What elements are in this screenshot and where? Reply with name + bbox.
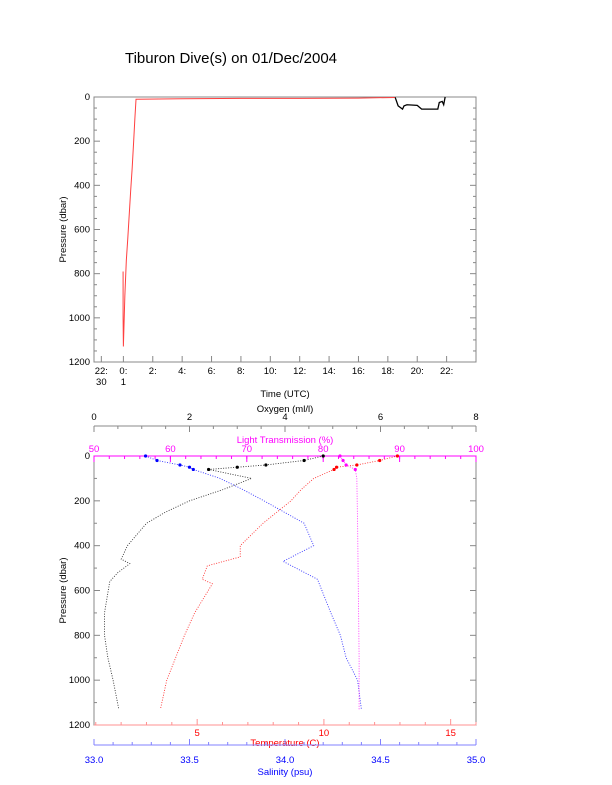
profile-point: [155, 458, 159, 463]
bottom-plot-frame: [93, 455, 477, 726]
series-ascent: [394, 96, 446, 111]
x-tick-label: 6:: [208, 366, 216, 377]
x-tick-label: 4:: [178, 366, 186, 377]
x-tick-label: 16:: [352, 366, 365, 377]
profile-salinity: [145, 455, 362, 710]
top-plot-frame: [93, 96, 477, 363]
profile-oxygen: [104, 455, 324, 710]
oxygen-tick-label: 6: [378, 412, 383, 423]
y-tick-label: 200: [74, 496, 90, 507]
y-tick-label: 0: [85, 92, 90, 103]
salinity-tick-label: 34.5: [371, 755, 390, 766]
salinity-axis-label: Salinity (psu): [258, 767, 313, 778]
salinity-tick-label: 35.0: [467, 755, 486, 766]
oxygen-tick-label: 4: [282, 412, 287, 423]
light-tick-label: 80: [318, 444, 329, 455]
profile-point: [332, 467, 336, 472]
profile-point: [187, 465, 192, 469]
x-tick-label: 18:: [381, 366, 394, 377]
light-axis-label: Light Transmission (%): [237, 435, 334, 446]
salinity-tick-label: 33.0: [85, 755, 104, 766]
profile-point: [191, 467, 195, 472]
x-tick-label: 2:: [149, 366, 157, 377]
profile-light-transmission: [339, 455, 360, 710]
y-tick-label: 600: [74, 225, 90, 236]
x-tick-label: 22:: [95, 366, 108, 377]
profile-point: [334, 465, 339, 469]
y-tick-label: 800: [74, 269, 90, 280]
oxygen-axis-label: Oxygen (ml/l): [257, 404, 313, 415]
oxygen-tick-label: 2: [187, 412, 192, 423]
salinity-tick-label: 33.5: [180, 755, 199, 766]
x-tick-label: 14:: [322, 366, 335, 377]
salinity-tick-label: 34.0: [276, 755, 295, 766]
profile-point: [341, 458, 345, 463]
profile-temperature: [159, 455, 398, 710]
y-tick-label: 1000: [69, 313, 90, 324]
light-tick-label: 60: [165, 444, 176, 455]
x-tick-label: 22:: [440, 366, 453, 377]
profile-point: [235, 465, 239, 469]
x-tick-label: 1: [121, 377, 126, 388]
light-tick-label: 90: [394, 444, 405, 455]
temperature-tick-label: 15: [445, 728, 456, 739]
profile-point: [143, 454, 148, 458]
y-tick-label: 1200: [69, 720, 90, 731]
x-tick-label: 12:: [293, 366, 306, 377]
y-tick-label: 600: [74, 586, 90, 597]
y-tick-label: 400: [74, 180, 90, 191]
profile-point: [264, 463, 268, 467]
profile-point: [378, 458, 382, 463]
profile-point: [353, 467, 357, 472]
y-tick-label: 1000: [69, 675, 90, 686]
oxygen-tick-label: 0: [91, 412, 96, 423]
y-tick-label: 400: [74, 541, 90, 552]
x-tick-label: 0:: [119, 366, 127, 377]
profile-point: [355, 463, 359, 467]
x-axis-label: Time (UTC): [260, 389, 309, 400]
x-tick-label: 20:: [411, 366, 424, 377]
profile-point: [302, 458, 306, 463]
y-axis-label: Pressure (dbar): [58, 197, 69, 263]
x-tick-label: 10:: [264, 366, 277, 377]
temperature-tick-label: 10: [319, 728, 330, 739]
y-tick-label: 1200: [69, 357, 90, 368]
y-tick-label: 0: [85, 451, 90, 462]
profile-point: [321, 454, 325, 458]
x-tick-label: 30: [96, 377, 107, 388]
oxygen-tick-label: 8: [473, 412, 478, 423]
chart-title: Tiburon Dive(s) on 01/Dec/2004: [124, 50, 338, 67]
profile-point: [395, 454, 400, 458]
light-tick-label: 70: [242, 444, 253, 455]
x-tick-label: 8:: [237, 366, 245, 377]
profile-point: [207, 467, 211, 472]
y-tick-label: 800: [74, 630, 90, 641]
series-descent: [122, 96, 396, 347]
temperature-tick-label: 5: [195, 728, 200, 739]
light-tick-label: 50: [89, 444, 100, 455]
profile-point: [178, 463, 182, 467]
profile-point: [338, 454, 342, 458]
profile-point: [344, 463, 348, 467]
y-axis-label: Pressure (dbar): [58, 558, 69, 624]
y-tick-label: 200: [74, 136, 90, 147]
light-tick-label: 100: [468, 444, 484, 455]
